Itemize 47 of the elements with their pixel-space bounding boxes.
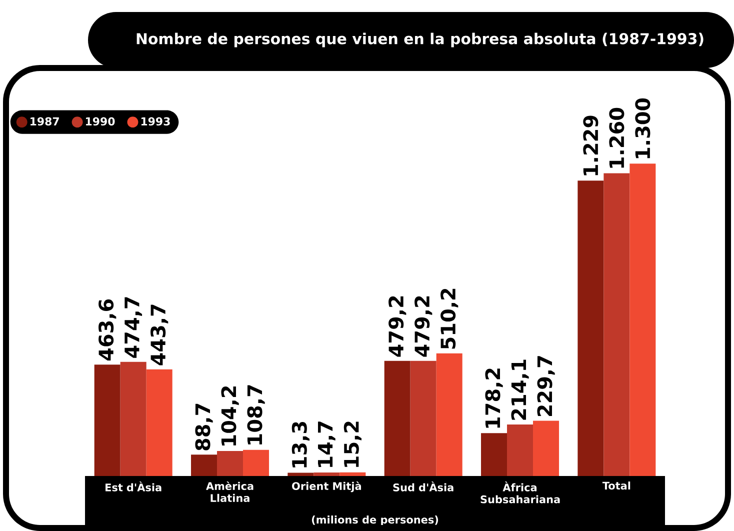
bar (340, 472, 366, 476)
data-label: 479,2 (414, 296, 432, 357)
legend-label: 1993 (141, 117, 170, 126)
bar (217, 450, 244, 476)
data-label: 13,3 (292, 422, 310, 468)
data-label: 443,7 (150, 304, 168, 366)
bar (604, 173, 630, 476)
data-label: 463,6 (98, 299, 116, 360)
data-label: 104,2 (221, 386, 239, 446)
bar (243, 450, 270, 476)
data-label: 1.300 (635, 98, 650, 158)
bar (94, 364, 120, 476)
data-label: 214,1 (511, 360, 529, 420)
bar (120, 362, 146, 476)
x-tick-label: Àfrica Subsahariana (480, 482, 560, 504)
data-label: 108,7 (247, 385, 265, 444)
data-label: 14,7 (318, 422, 336, 468)
data-label: 15,2 (344, 422, 362, 467)
x-tick-label: Total (602, 482, 630, 490)
data-label: 1.260 (609, 108, 624, 168)
x-axis-title: (milions de persones) (312, 516, 438, 526)
data-label: 510,2 (440, 288, 458, 349)
chart-title: Nombre de persones que viuen en la pobresa absoluta (1987-1993) (136, 32, 704, 48)
data-label: 1.229 (583, 116, 598, 176)
bar (630, 164, 656, 476)
bar (146, 369, 172, 476)
x-tick-label: Orient Mitjà (292, 482, 361, 492)
legend-label: 1987 (30, 117, 59, 126)
bar (410, 360, 436, 476)
bar (481, 433, 508, 476)
data-label: 178,2 (485, 368, 503, 428)
x-tick-label: Est d'Àsia (106, 482, 162, 492)
bar (533, 420, 560, 476)
x-tick-label: Amèrica Llatina (206, 482, 254, 502)
data-label: 479,2 (388, 296, 406, 357)
bar (436, 353, 462, 476)
bar (191, 454, 218, 476)
data-label: 88,7 (195, 404, 213, 450)
data-label: 229,7 (537, 356, 555, 416)
data-label: 474,7 (124, 297, 142, 358)
bar (288, 472, 314, 476)
bar (507, 424, 534, 476)
x-tick-label: Sud d'Àsia (393, 482, 454, 492)
bar (578, 180, 604, 476)
legend-label: 1990 (86, 117, 115, 126)
bar (314, 472, 340, 476)
bar (384, 360, 410, 476)
